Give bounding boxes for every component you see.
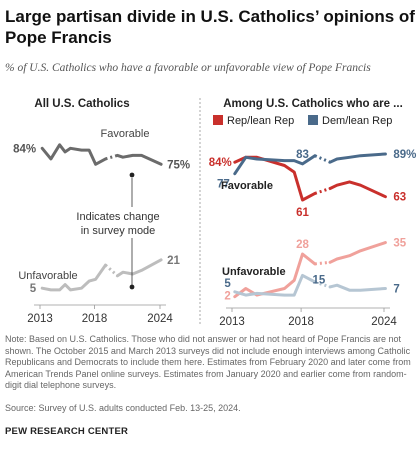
mode-annotation-line1: Indicates change: [76, 211, 159, 223]
right-favorable-label: Favorable: [221, 180, 273, 192]
x-tick-label: 2018: [288, 316, 314, 328]
data-label: 75%: [167, 159, 190, 171]
data-label: 2: [224, 291, 230, 303]
data-label: 83: [296, 149, 309, 161]
legend-swatch-rep: [213, 115, 223, 125]
data-label: 77: [217, 179, 230, 191]
chart-source: Source: Survey of U.S. adults conducted …: [5, 403, 241, 413]
data-label: 28: [296, 239, 309, 251]
series-line-2: [233, 252, 317, 299]
series-line-0: [314, 187, 331, 195]
series-line-2: [314, 260, 331, 266]
series-line-3: [328, 283, 387, 292]
series-line-1: [116, 258, 163, 278]
series-line-1: [104, 263, 119, 277]
data-label: 35: [393, 238, 406, 250]
data-label: 61: [296, 207, 309, 219]
data-label: 63: [393, 192, 406, 204]
data-label: 89%: [393, 149, 416, 161]
mode-annotation-dot-top: [129, 172, 135, 178]
footer-credit: PEW RESEARCH CENTER: [5, 426, 129, 437]
left-plot-area: 2013 2018 2024 84% 75% 5 21: [13, 143, 190, 325]
mode-annotation-dot-bottom: [129, 284, 135, 290]
series-line-0: [40, 143, 107, 166]
x-tick-label: 2024: [147, 313, 173, 325]
series-line-1: [314, 154, 331, 164]
chart-title: Large partisan divide in U.S. Catholics’…: [5, 7, 415, 47]
series-line-3: [233, 273, 317, 297]
left-panel-title: All U.S. Catholics: [34, 98, 129, 110]
series-line-2: [328, 241, 387, 264]
data-label: 21: [167, 255, 180, 267]
series-line-1: [40, 263, 107, 292]
chart-subtitle: % of U.S. Catholics who have a favorable…: [5, 62, 371, 74]
series-line-1: [328, 152, 387, 164]
data-label: 84%: [13, 143, 36, 155]
right-panel-title: Among U.S. Catholics who are ...: [223, 98, 403, 110]
series-line-0: [116, 153, 163, 166]
legend-label-dem: Dem/lean Rep: [322, 115, 392, 127]
x-tick-label: 2024: [371, 316, 397, 328]
legend-swatch-dem: [308, 115, 318, 125]
x-tick-label: 2018: [82, 313, 108, 325]
left-unfavorable-label: Unfavorable: [18, 270, 77, 282]
x-tick-label: 2013: [219, 316, 245, 328]
data-label: 5: [224, 278, 231, 290]
x-tick-label: 2013: [27, 313, 53, 325]
legend-label-rep: Rep/lean Rep: [227, 115, 294, 127]
data-label: 5: [30, 283, 37, 295]
mode-annotation-line2: in survey mode: [81, 225, 156, 237]
chart-note: Note: Based on U.S. Catholics. Those who…: [5, 334, 411, 390]
series-line-0: [328, 180, 387, 199]
chart-panels: All U.S. Catholics 2013 2018 202484%75%521…: [13, 98, 417, 328]
right-plot-area: 2013 2018 2024 84% 61 63 77 83 89% 2 28 35 5 15 7: [209, 149, 417, 328]
left-favorable-label: Favorable: [101, 128, 150, 140]
data-label: 7: [393, 284, 399, 296]
series-line-0: [105, 153, 118, 161]
data-label: 84%: [209, 157, 232, 169]
right-unfavorable-label: Unfavorable: [222, 266, 286, 278]
data-label: 15: [312, 274, 325, 286]
